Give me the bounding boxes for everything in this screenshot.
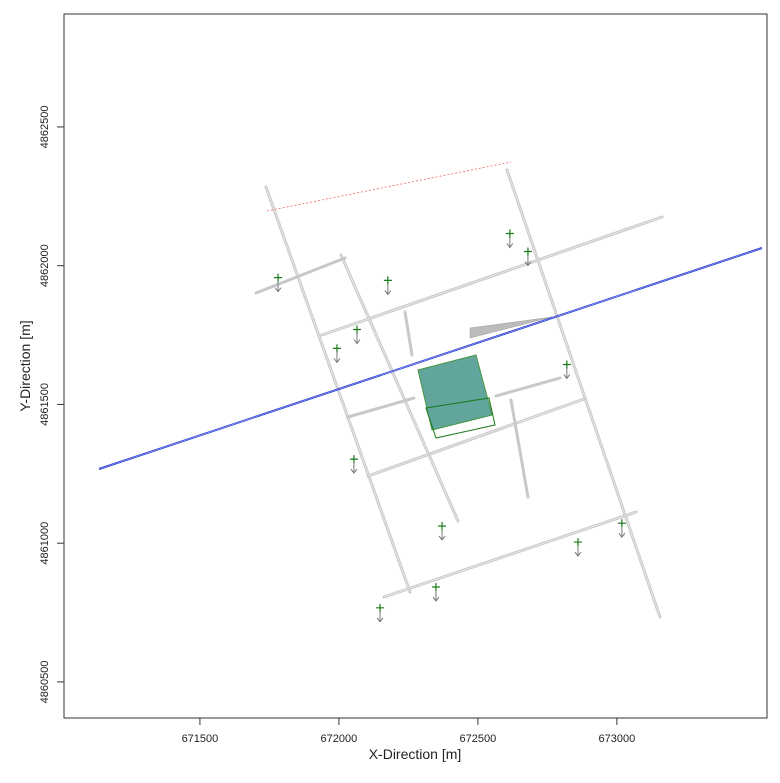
receptor xyxy=(438,521,447,541)
receptor-cross xyxy=(523,247,532,256)
receptor-arrow xyxy=(438,529,446,541)
plot-area xyxy=(63,13,768,719)
site-layout xyxy=(98,161,763,619)
receptor-arrow xyxy=(524,255,532,267)
receptor xyxy=(617,519,626,539)
receptor-arrow xyxy=(618,527,626,539)
receptor-cross xyxy=(383,276,392,285)
receptor xyxy=(332,344,341,364)
receptor-arrow xyxy=(506,237,514,249)
y-tick-label: 4861500 xyxy=(39,383,51,426)
receptor-cross xyxy=(352,325,361,334)
receptor-cross xyxy=(332,344,341,353)
receptor-cross xyxy=(505,229,514,238)
receptor-cross xyxy=(431,583,440,592)
receptor xyxy=(383,276,392,296)
x-tick-label: 672500 xyxy=(460,733,497,745)
receptor-arrow xyxy=(384,284,392,296)
receptor-arrow xyxy=(432,591,440,602)
y-axis-label: Y-Direction [m] xyxy=(17,320,33,411)
receptor-arrow xyxy=(376,611,384,623)
receptor-arrow xyxy=(574,546,582,557)
receptor xyxy=(274,273,283,293)
receptor xyxy=(431,583,440,602)
receptor xyxy=(562,360,571,380)
receptor-arrow xyxy=(333,352,341,364)
receptor-arrow xyxy=(350,463,358,474)
receptor xyxy=(349,455,358,474)
y-tick-label: 4862000 xyxy=(39,244,51,287)
x-tick-label: 672000 xyxy=(321,733,358,745)
receptor-arrow xyxy=(563,368,571,380)
receptor xyxy=(505,229,514,249)
receptor-cross xyxy=(274,273,283,282)
y-tick-label: 4861000 xyxy=(39,522,51,565)
receptor xyxy=(376,603,385,623)
receptor-cross xyxy=(376,603,385,612)
receptor-cross xyxy=(573,538,582,547)
receptor xyxy=(352,325,361,345)
x-axis-label: X-Direction [m] xyxy=(369,746,462,762)
receptor-arrow xyxy=(274,281,282,293)
x-tick-label: 671500 xyxy=(182,733,219,745)
receptor-cross xyxy=(617,519,626,528)
x-tick-label: 673000 xyxy=(599,733,636,745)
receptor xyxy=(523,247,532,267)
receptor-cross xyxy=(349,455,358,464)
y-tick-label: 4862500 xyxy=(39,106,51,149)
receptor-arrow xyxy=(353,333,361,345)
y-tick-label: 4860500 xyxy=(39,661,51,704)
receptor-cross xyxy=(562,360,571,369)
receptor xyxy=(573,538,582,557)
receptor-cross xyxy=(438,521,447,530)
